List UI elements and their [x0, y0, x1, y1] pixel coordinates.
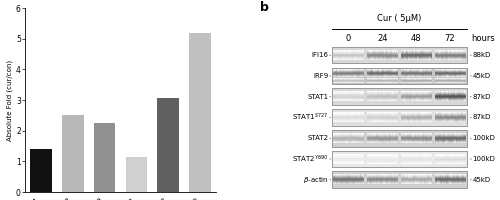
Bar	[332, 68, 466, 84]
Text: 0: 0	[346, 34, 351, 43]
Text: b: b	[260, 1, 269, 14]
Text: STAT1$^{S727}$: STAT1$^{S727}$	[292, 112, 329, 123]
Bar	[158, 98, 179, 192]
Text: 100kD: 100kD	[472, 135, 495, 141]
Text: 45kD: 45kD	[472, 177, 490, 183]
Bar	[62, 115, 84, 192]
Text: IRF9: IRF9	[313, 73, 328, 79]
Text: 100kD: 100kD	[472, 156, 495, 162]
Text: 87kD: 87kD	[472, 114, 490, 120]
Text: 45kD: 45kD	[472, 73, 490, 79]
Text: 24: 24	[377, 34, 388, 43]
Text: STAT2$^{Y690}$: STAT2$^{Y690}$	[292, 153, 329, 165]
Text: IFI16: IFI16	[312, 52, 328, 58]
Bar	[94, 123, 116, 192]
Bar	[332, 171, 466, 188]
Text: 88kD: 88kD	[472, 52, 490, 58]
Text: 72: 72	[444, 34, 455, 43]
Text: 87kD: 87kD	[472, 94, 490, 100]
Text: Cur ( 5μM): Cur ( 5μM)	[377, 14, 422, 23]
Bar	[190, 33, 211, 192]
Y-axis label: Absolute Fold (cur/con): Absolute Fold (cur/con)	[6, 59, 13, 141]
Text: $\beta$-actin: $\beta$-actin	[302, 175, 328, 185]
Bar	[332, 47, 466, 63]
Text: STAT2: STAT2	[308, 135, 328, 141]
Bar	[332, 151, 466, 167]
Text: 48: 48	[410, 34, 422, 43]
Bar	[332, 130, 466, 147]
Text: hours: hours	[471, 34, 495, 43]
Bar	[332, 88, 466, 105]
Text: STAT1: STAT1	[307, 94, 328, 100]
Bar	[126, 157, 148, 192]
Bar	[332, 109, 466, 126]
Bar	[30, 149, 52, 192]
